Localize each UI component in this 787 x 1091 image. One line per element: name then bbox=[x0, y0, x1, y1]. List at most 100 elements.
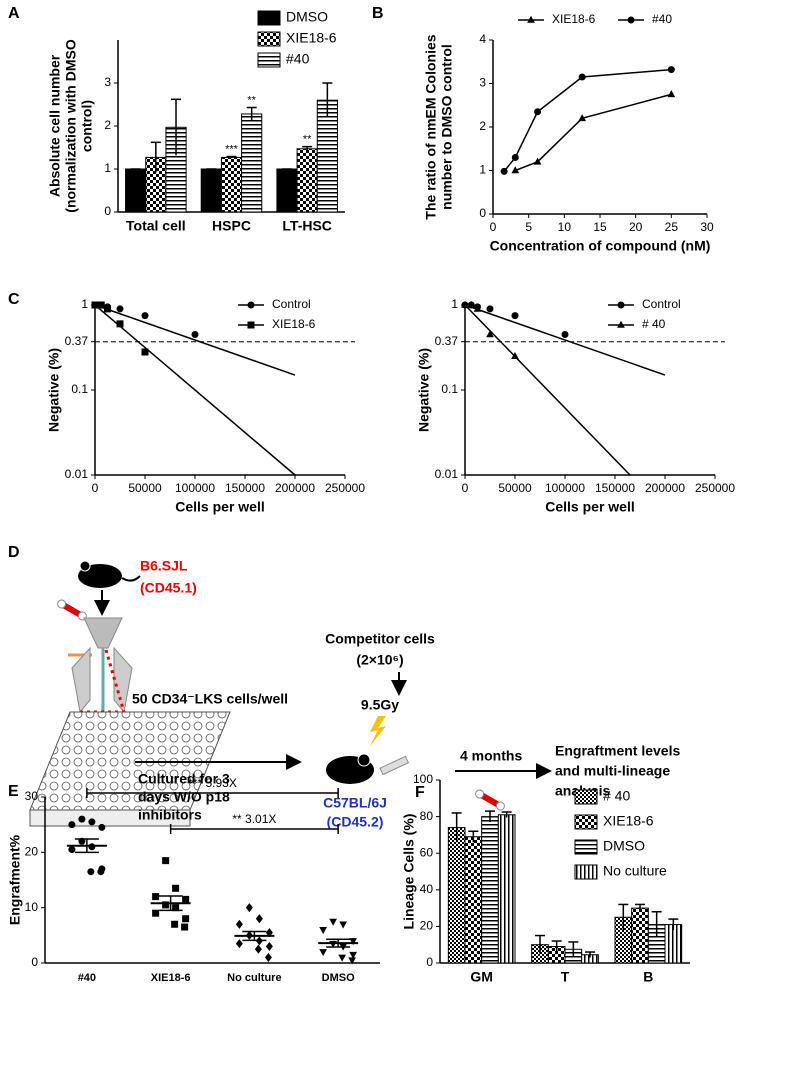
y-tick-label: 60 bbox=[420, 845, 434, 859]
significance-label: *** bbox=[225, 143, 239, 155]
point bbox=[486, 330, 494, 338]
y-tick-label: 10 bbox=[25, 900, 39, 914]
point bbox=[88, 818, 96, 826]
x-tick-label: 200000 bbox=[275, 481, 315, 495]
fit-line bbox=[94, 304, 296, 376]
x-tick-label: 0 bbox=[490, 220, 497, 234]
y-axis-label: Negative (%) bbox=[416, 348, 432, 432]
x-tick-label: XIE18-6 bbox=[151, 972, 191, 984]
recipient-marker: (CD45.2) bbox=[327, 814, 384, 830]
point bbox=[78, 815, 86, 823]
point bbox=[162, 901, 170, 909]
point bbox=[265, 928, 273, 938]
x-tick-label: 5 bbox=[525, 220, 532, 234]
point bbox=[329, 918, 337, 926]
point bbox=[339, 921, 347, 929]
y-tick-label: 30 bbox=[25, 789, 39, 803]
point bbox=[467, 300, 476, 308]
point bbox=[264, 952, 272, 963]
legend-label: XIE18-6 bbox=[272, 317, 316, 331]
point bbox=[116, 305, 124, 313]
y-tick-label: 1 bbox=[479, 163, 486, 177]
point bbox=[68, 846, 76, 854]
legend-label: XIE18-6 bbox=[286, 30, 337, 46]
point bbox=[181, 923, 189, 931]
legend-swatch bbox=[574, 864, 598, 880]
y-axis-label: number to DMSO control bbox=[439, 44, 455, 210]
panel-letter: D bbox=[8, 544, 20, 561]
x-tick-label: 100000 bbox=[545, 481, 585, 495]
point bbox=[533, 157, 542, 165]
bar bbox=[200, 168, 222, 213]
x-tick-label: 20 bbox=[629, 220, 643, 234]
dose-label: 9.5Gy bbox=[361, 697, 399, 713]
point bbox=[561, 330, 569, 338]
point bbox=[141, 348, 149, 356]
x-tick-label: T bbox=[561, 969, 570, 985]
readout-label: Engraftment levels bbox=[555, 743, 680, 759]
y-tick-label: 80 bbox=[420, 809, 434, 823]
panel-letter: F bbox=[415, 784, 425, 801]
point bbox=[104, 305, 111, 313]
point bbox=[116, 320, 124, 328]
x-tick-label: B bbox=[643, 969, 653, 985]
y-axis-label: (normalization with DMSO bbox=[63, 39, 79, 213]
x-tick-label: 15 bbox=[593, 220, 607, 234]
point bbox=[87, 868, 95, 876]
bar bbox=[447, 827, 466, 964]
x-tick-label: No culture bbox=[227, 972, 281, 984]
legend-marker bbox=[627, 16, 635, 24]
point bbox=[338, 954, 346, 962]
y-axis-label: Lineage Cells (%) bbox=[401, 814, 417, 930]
mouse-tail bbox=[121, 575, 141, 582]
point bbox=[578, 73, 586, 81]
point bbox=[473, 304, 482, 312]
x-tick-label: 50000 bbox=[498, 481, 532, 495]
bar bbox=[664, 924, 683, 964]
point bbox=[152, 909, 160, 917]
x-axis-label: Concentration of compound (nM) bbox=[490, 238, 711, 254]
point bbox=[68, 821, 76, 829]
bone-icon bbox=[57, 599, 87, 621]
irradiation-icon bbox=[370, 716, 386, 746]
y-tick-label: 0.1 bbox=[441, 382, 458, 396]
panel-letter: C bbox=[8, 291, 20, 308]
bar bbox=[497, 814, 516, 964]
y-tick-label: 0.01 bbox=[435, 467, 459, 481]
fit-line bbox=[94, 304, 296, 476]
series-line bbox=[503, 68, 672, 172]
y-tick-label: 1 bbox=[104, 161, 111, 175]
legend-swatch bbox=[574, 814, 598, 830]
panel-letter: A bbox=[8, 5, 20, 22]
y-tick-label: 40 bbox=[420, 882, 434, 896]
bar bbox=[276, 168, 298, 213]
funnel bbox=[83, 617, 123, 649]
point bbox=[511, 312, 519, 320]
x-tick-label: 100000 bbox=[175, 481, 215, 495]
point bbox=[172, 884, 180, 892]
y-axis-label: The ratio of nmEM Colonies bbox=[423, 34, 439, 219]
point bbox=[98, 823, 106, 831]
donor-label: B6.SJL bbox=[140, 558, 188, 574]
bone-icon bbox=[475, 789, 505, 811]
panel-letter: B bbox=[372, 5, 384, 22]
y-tick-label: 3 bbox=[104, 75, 111, 89]
cells-label: 50 CD34⁻LKS cells/well bbox=[132, 691, 288, 707]
readout-label: and multi-lineage bbox=[555, 763, 670, 779]
bar bbox=[296, 148, 318, 213]
y-tick-label: 0 bbox=[426, 955, 433, 969]
panel-letter: E bbox=[8, 783, 19, 800]
y-axis-label: control) bbox=[79, 100, 95, 152]
legend-marker bbox=[247, 301, 255, 309]
bar bbox=[125, 168, 147, 213]
legend-label: XIE18-6 bbox=[603, 813, 654, 829]
point bbox=[319, 949, 327, 957]
point bbox=[500, 167, 508, 175]
x-tick-label: 50000 bbox=[128, 481, 162, 495]
series-line bbox=[515, 93, 672, 172]
mouse-ear bbox=[79, 560, 91, 572]
y-tick-label: 100 bbox=[413, 772, 433, 786]
legend-label: Control bbox=[642, 297, 681, 311]
point bbox=[349, 951, 357, 959]
donor-marker: (CD45.1) bbox=[140, 580, 197, 596]
